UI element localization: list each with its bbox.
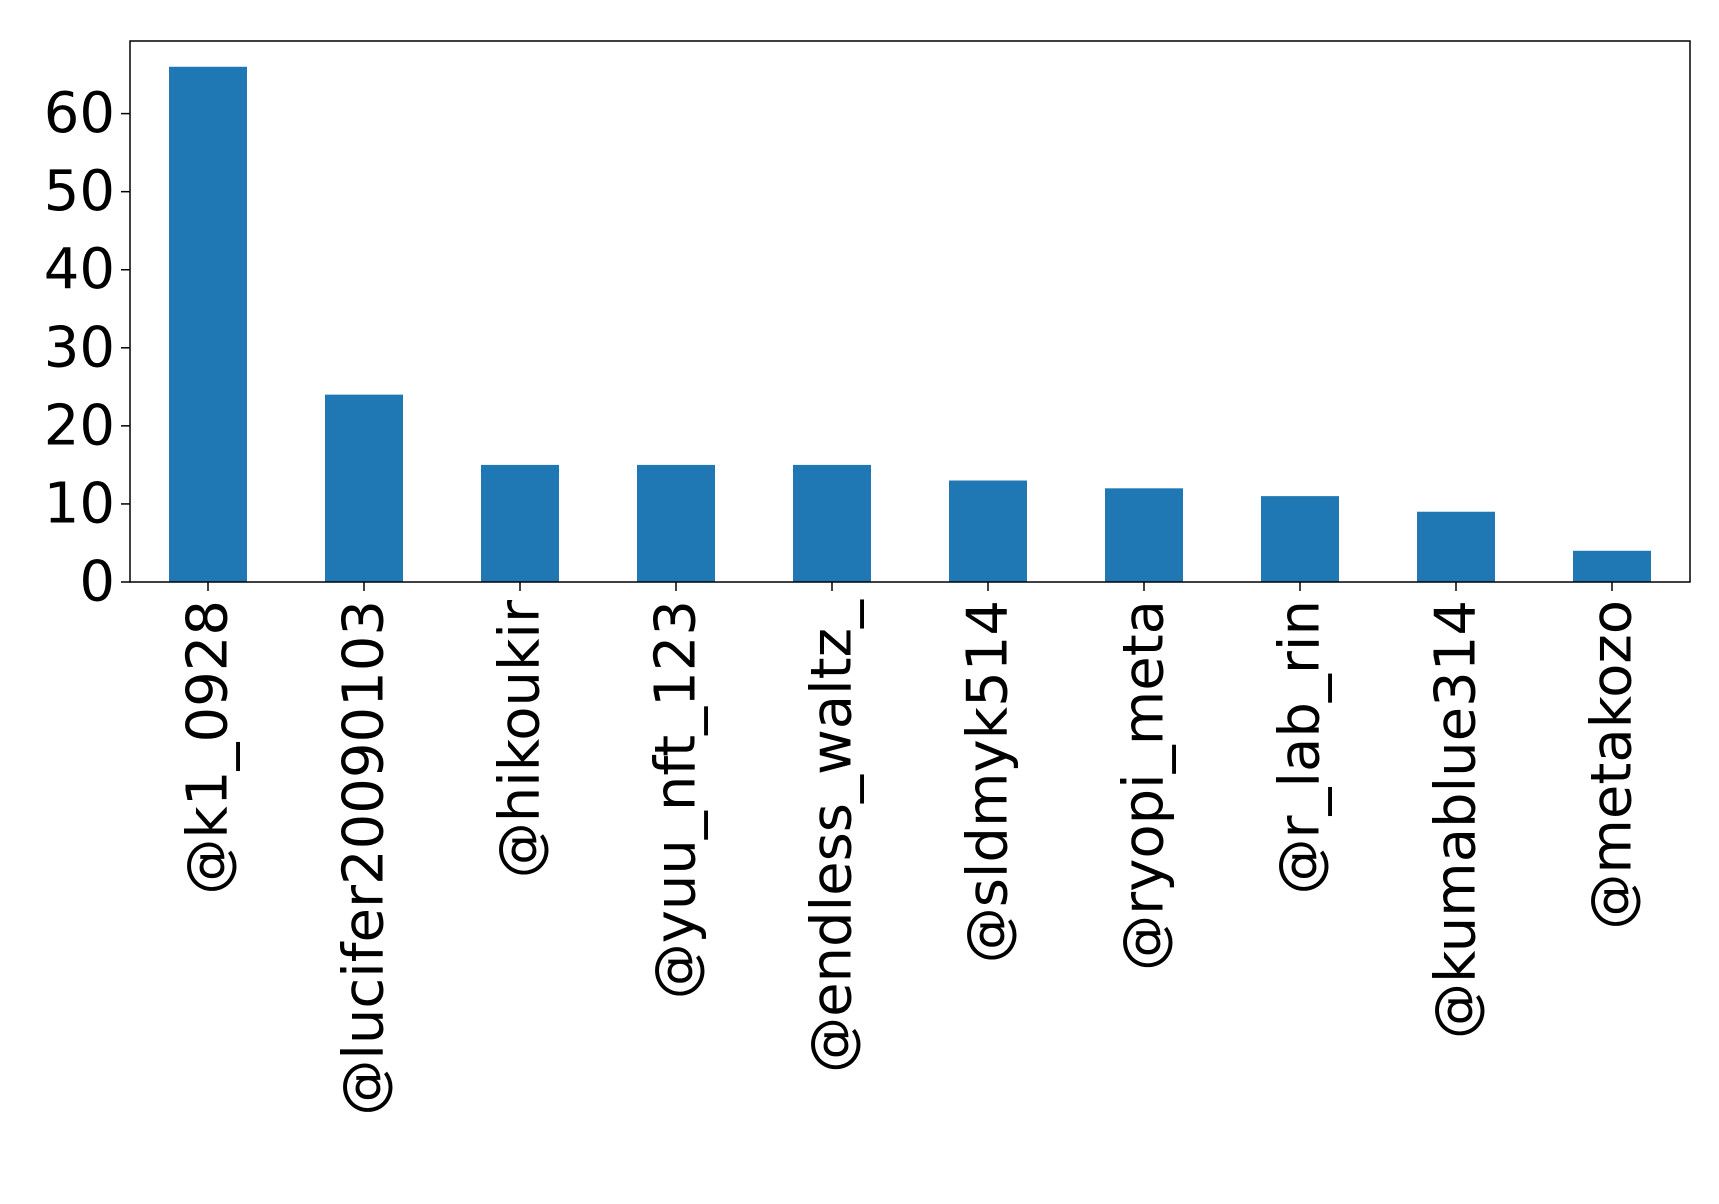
bar-yuu_nft_123 — [637, 464, 715, 582]
y-tick-label: 0 — [79, 550, 115, 615]
bar-lucifer20090103 — [325, 394, 403, 582]
x-tick-label: @r_lab_rin — [1268, 600, 1333, 895]
bar-r_lab_rin — [1261, 496, 1339, 582]
x-tick-label: @yuu_nft_123 — [644, 600, 709, 999]
bar-ryopi_meta — [1105, 488, 1183, 582]
y-tick-label: 20 — [44, 393, 115, 458]
x-tick-label: @lucifer20090103 — [332, 600, 397, 1116]
x-tick-label: @endless_waltz_ — [800, 599, 865, 1073]
x-tick-label: @metakozo — [1580, 600, 1645, 930]
bar-kumablue314 — [1417, 511, 1495, 582]
bar-sldmyk514 — [949, 480, 1027, 582]
y-tick-label: 60 — [44, 81, 115, 146]
x-tick-label: @kumablue314 — [1424, 600, 1489, 1039]
bars — [169, 66, 1651, 582]
x-tick-label: @hikoukir — [488, 599, 553, 878]
plot-frame — [129, 40, 1691, 583]
bar-k1_0928 — [169, 66, 247, 582]
x-tick-label: @sldmyk514 — [956, 600, 1021, 963]
y-tick-label: 40 — [44, 237, 115, 302]
y-axis: 0 10 20 30 40 50 60 — [44, 81, 130, 615]
y-tick-label: 30 — [44, 315, 115, 380]
bar-endless_waltz_ — [793, 464, 871, 582]
x-tick-label: @k1_0928 — [176, 600, 241, 895]
bar-hikoukir — [481, 464, 559, 582]
x-tick-label: @ryopi_meta — [1112, 600, 1177, 971]
x-axis: @k1_0928 @lucifer20090103 @hikoukir @yuu_nf… — [176, 582, 1645, 1116]
y-tick-label: 50 — [44, 159, 115, 224]
bar-metakozo — [1573, 550, 1651, 582]
y-tick-label: 10 — [44, 471, 115, 536]
